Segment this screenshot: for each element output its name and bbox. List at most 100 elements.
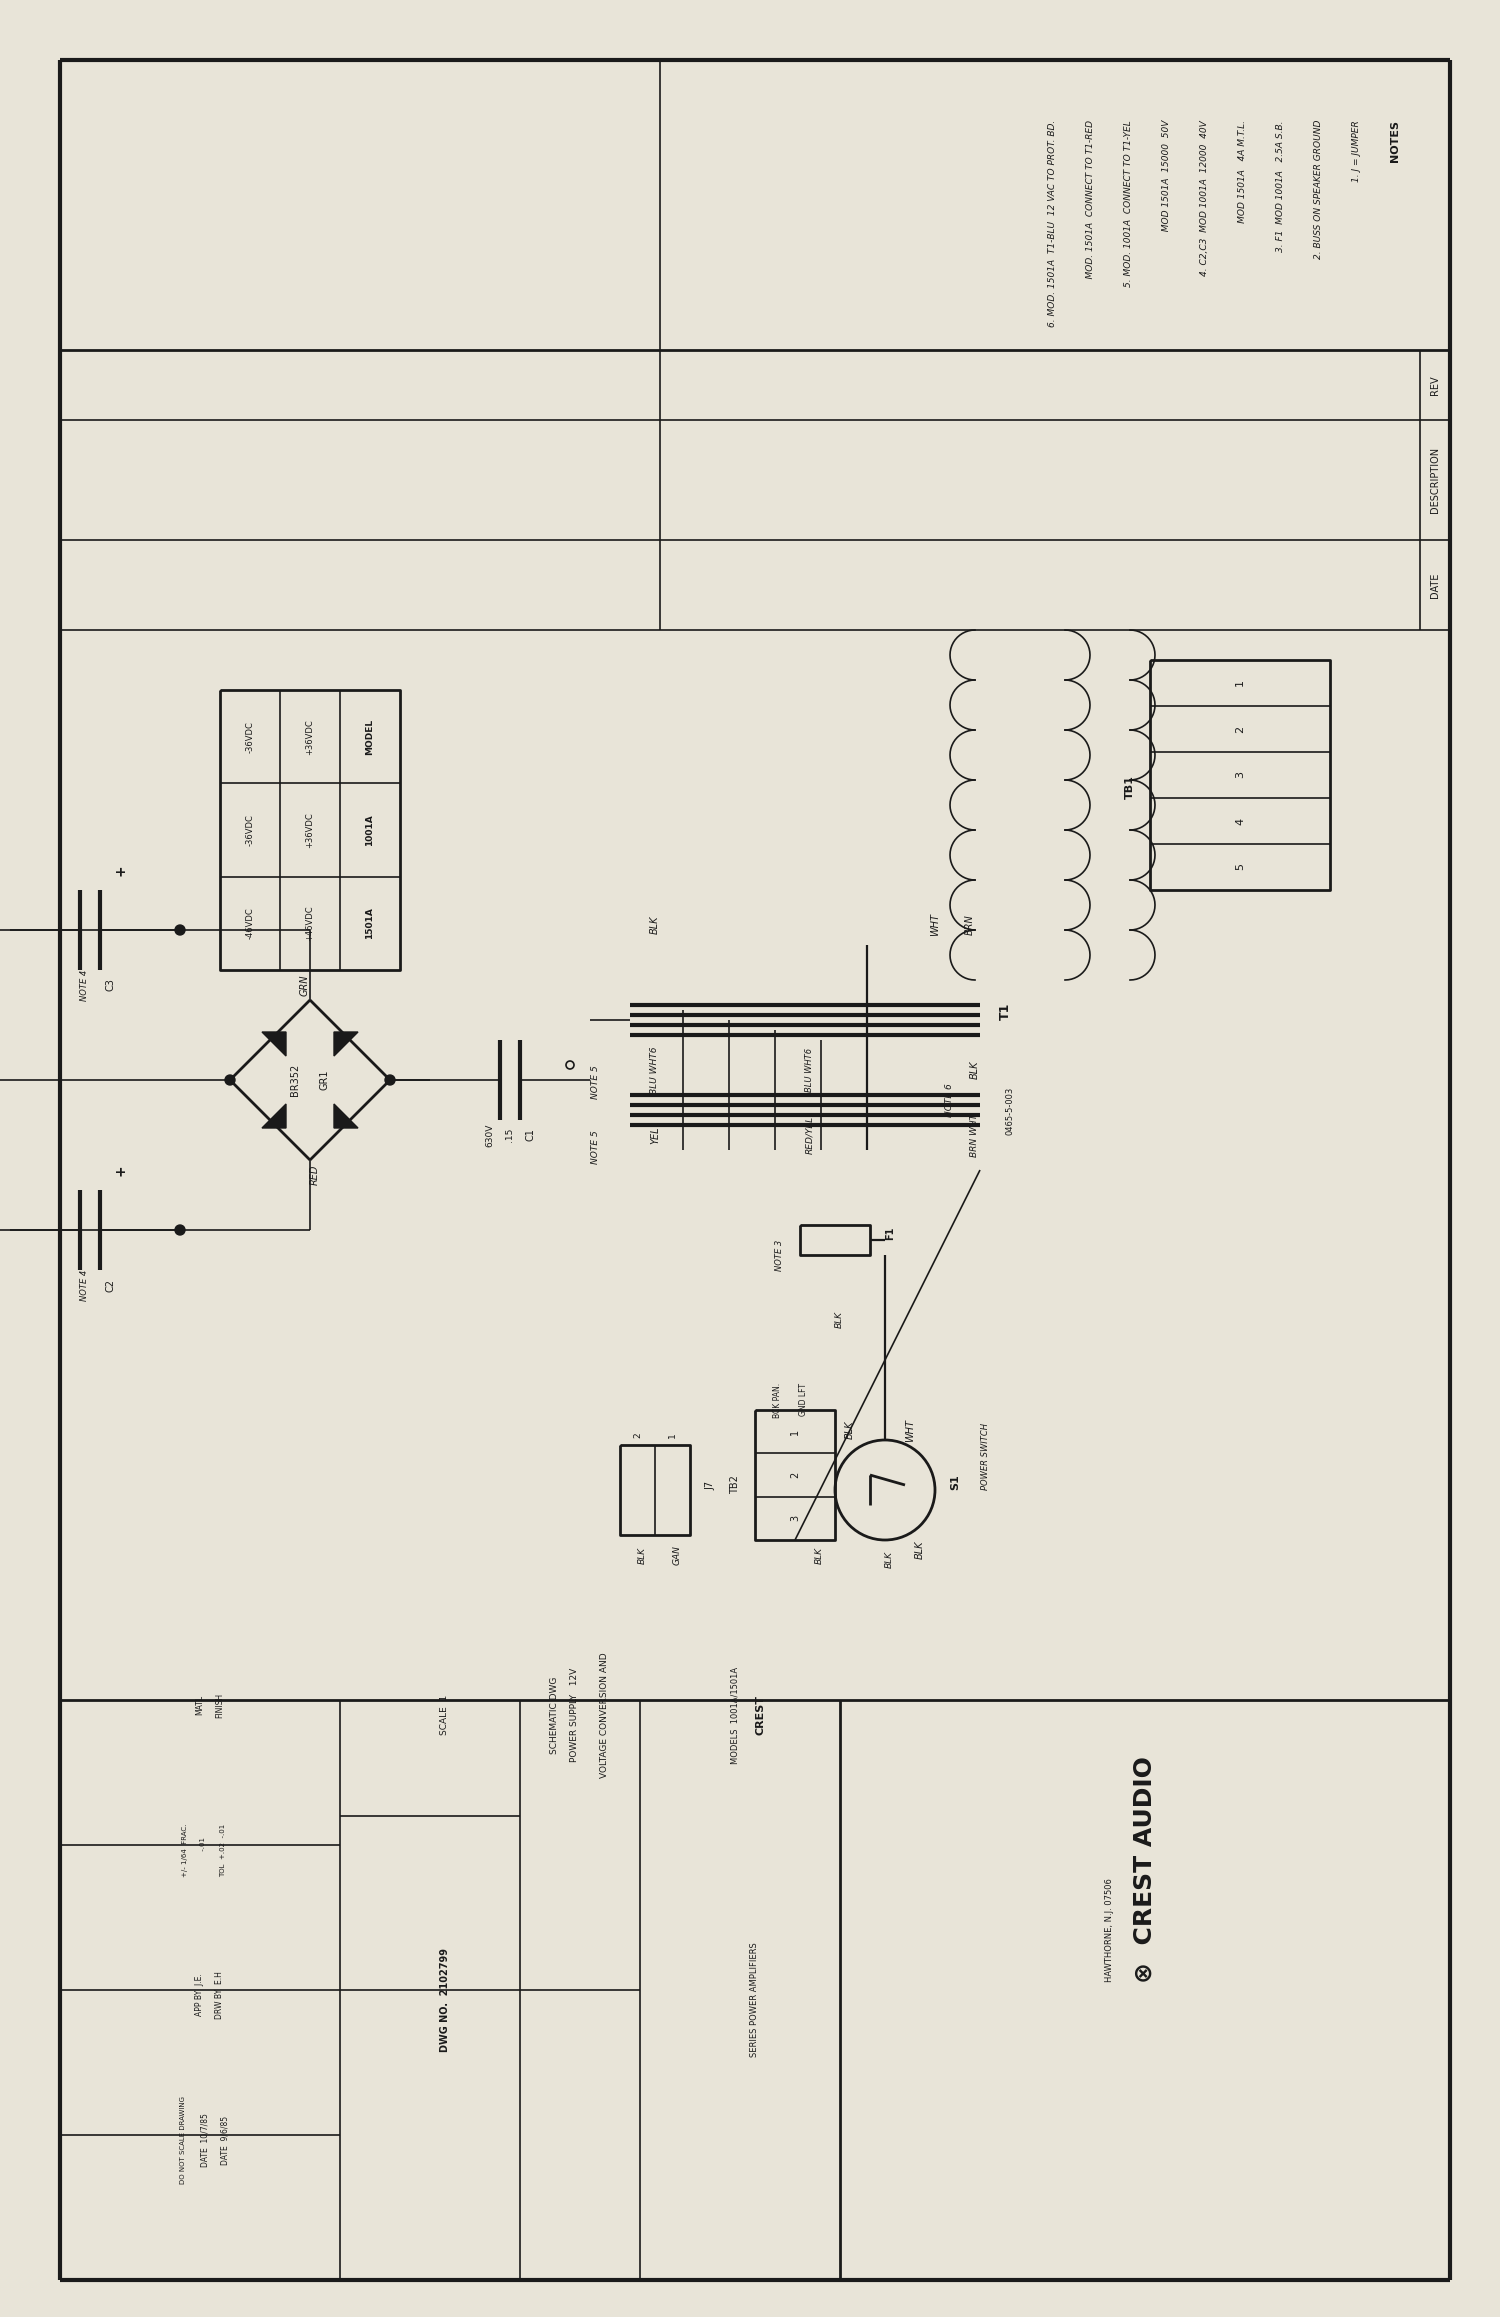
Text: 1001A: 1001A bbox=[366, 813, 375, 846]
Text: -46VDC: -46VDC bbox=[246, 908, 255, 938]
Text: BR352: BR352 bbox=[290, 1064, 300, 1096]
Text: BLK: BLK bbox=[836, 1311, 844, 1328]
Text: +/- 1/64  FRAC.: +/- 1/64 FRAC. bbox=[182, 1823, 188, 1877]
Text: 1: 1 bbox=[790, 1430, 800, 1434]
Text: MOD 1501A  15000  50V: MOD 1501A 15000 50V bbox=[1162, 120, 1172, 260]
Text: 2: 2 bbox=[1234, 725, 1245, 732]
Text: C2: C2 bbox=[105, 1279, 116, 1291]
Text: MATL: MATL bbox=[195, 1696, 204, 1715]
Text: MOD. 1501A  CONNECT TO T1-RED: MOD. 1501A CONNECT TO T1-RED bbox=[1086, 120, 1095, 290]
Text: GRN: GRN bbox=[300, 973, 310, 996]
Text: YEL: YEL bbox=[650, 1126, 660, 1145]
Text: DATE: DATE bbox=[1430, 572, 1440, 598]
Text: BLK: BLK bbox=[915, 1541, 926, 1559]
Text: 1501A: 1501A bbox=[366, 908, 375, 938]
Circle shape bbox=[176, 1226, 184, 1235]
Text: GR1: GR1 bbox=[320, 1070, 330, 1091]
Text: DATE  10/7/85: DATE 10/7/85 bbox=[200, 2113, 208, 2166]
Text: HAWTHORNE, N.J. 07506: HAWTHORNE, N.J. 07506 bbox=[1106, 1879, 1114, 1981]
Text: 3: 3 bbox=[1234, 772, 1245, 779]
Polygon shape bbox=[262, 1031, 286, 1057]
Text: NOTES: NOTES bbox=[1390, 120, 1400, 162]
Text: +46VDC: +46VDC bbox=[306, 906, 315, 941]
Text: 2. BUSS ON SPEAKER GROUND: 2. BUSS ON SPEAKER GROUND bbox=[1314, 120, 1323, 260]
Text: 2: 2 bbox=[790, 1471, 800, 1478]
Text: RED/YEL: RED/YEL bbox=[806, 1117, 814, 1154]
Text: BLK: BLK bbox=[650, 915, 660, 934]
Text: +: + bbox=[112, 864, 128, 876]
Text: MODELS  1001A/1501A: MODELS 1001A/1501A bbox=[730, 1666, 740, 1763]
Text: WHT: WHT bbox=[904, 1418, 915, 1441]
Text: T1: T1 bbox=[999, 1003, 1011, 1019]
Text: 3. F1  MOD 1001A   2.5A S.B.: 3. F1 MOD 1001A 2.5A S.B. bbox=[1276, 120, 1286, 253]
Text: BLK: BLK bbox=[885, 1552, 894, 1569]
Text: ⊗  CREST AUDIO: ⊗ CREST AUDIO bbox=[1132, 1756, 1156, 1983]
Text: 630V: 630V bbox=[484, 1124, 494, 1147]
Text: BLU WHT6: BLU WHT6 bbox=[650, 1047, 658, 1094]
Text: 0465-5-003: 0465-5-003 bbox=[1005, 1087, 1014, 1135]
Text: BRN WHT: BRN WHT bbox=[970, 1114, 980, 1156]
Text: NOTE 4: NOTE 4 bbox=[80, 1270, 88, 1300]
Text: +36VDC: +36VDC bbox=[306, 718, 315, 755]
Text: -36VDC: -36VDC bbox=[246, 813, 255, 846]
Text: NOTE 6: NOTE 6 bbox=[945, 1082, 954, 1117]
Text: +36VDC: +36VDC bbox=[306, 813, 315, 848]
Text: BLK: BLK bbox=[638, 1545, 646, 1564]
Text: 1: 1 bbox=[1234, 679, 1245, 686]
Text: BLK: BLK bbox=[815, 1545, 824, 1564]
Text: .15: .15 bbox=[506, 1128, 515, 1142]
Text: -: - bbox=[53, 1168, 68, 1172]
Text: MODEL: MODEL bbox=[366, 718, 375, 755]
Text: -.01: -.01 bbox=[200, 1837, 206, 1863]
Text: SERIES POWER AMPLIFIERS: SERIES POWER AMPLIFIERS bbox=[750, 1942, 759, 2057]
Text: MOD 1501A   4A M.T.L.: MOD 1501A 4A M.T.L. bbox=[1238, 120, 1246, 243]
Text: 1. J = JUMPER: 1. J = JUMPER bbox=[1352, 120, 1360, 181]
Text: BCK PAN.: BCK PAN. bbox=[772, 1383, 782, 1418]
Text: POWER SWITCH: POWER SWITCH bbox=[981, 1423, 990, 1490]
Text: TB2: TB2 bbox=[730, 1476, 740, 1494]
Text: 1: 1 bbox=[668, 1432, 676, 1439]
Text: 5. MOD. 1001A  CONNECT TO T1-YEL: 5. MOD. 1001A CONNECT TO T1-YEL bbox=[1124, 120, 1132, 287]
Polygon shape bbox=[334, 1103, 358, 1128]
Circle shape bbox=[225, 1075, 236, 1084]
Text: F1: F1 bbox=[885, 1226, 896, 1240]
Text: FINISH: FINISH bbox=[214, 1691, 223, 1717]
Text: BRN: BRN bbox=[964, 915, 975, 936]
Text: TB1: TB1 bbox=[1125, 774, 1136, 799]
Text: POWER SUPPLY   12V: POWER SUPPLY 12V bbox=[570, 1668, 579, 1763]
Text: TOL  +.02  -.01: TOL +.02 -.01 bbox=[220, 1823, 226, 1877]
Text: RED: RED bbox=[310, 1165, 320, 1186]
Text: REV: REV bbox=[1430, 375, 1440, 394]
Text: C3: C3 bbox=[105, 978, 116, 992]
Text: 4: 4 bbox=[1234, 818, 1245, 825]
Text: NOTE 5: NOTE 5 bbox=[591, 1131, 600, 1163]
Text: NOTE 3: NOTE 3 bbox=[776, 1240, 784, 1272]
Text: DO NOT SCALE DRAWING: DO NOT SCALE DRAWING bbox=[180, 2097, 186, 2185]
Text: 5: 5 bbox=[1234, 864, 1245, 871]
Text: CREST: CREST bbox=[754, 1696, 765, 1735]
Text: SCHEMATIC DWG: SCHEMATIC DWG bbox=[550, 1675, 560, 1754]
Text: -: - bbox=[53, 867, 68, 874]
Text: 6. MOD. 1501A  T1-BLU  12 VAC TO PROT. BD.: 6. MOD. 1501A T1-BLU 12 VAC TO PROT. BD. bbox=[1048, 120, 1058, 327]
Text: -36VDC: -36VDC bbox=[246, 721, 255, 753]
Text: VOLTAGE CONVERSION AND: VOLTAGE CONVERSION AND bbox=[600, 1652, 609, 1777]
Text: NOTE 5: NOTE 5 bbox=[591, 1066, 600, 1098]
Text: SCALE  1: SCALE 1 bbox=[440, 1694, 448, 1735]
Text: NOTE 4: NOTE 4 bbox=[80, 969, 88, 1001]
Text: BLK: BLK bbox=[844, 1420, 855, 1439]
Text: BLU WHT6: BLU WHT6 bbox=[806, 1047, 814, 1091]
Text: WHT: WHT bbox=[930, 913, 940, 936]
Text: J7: J7 bbox=[705, 1481, 716, 1490]
Text: 3: 3 bbox=[790, 1515, 800, 1520]
Circle shape bbox=[386, 1075, 394, 1084]
Text: DESCRIPTION: DESCRIPTION bbox=[1430, 447, 1440, 512]
Text: DWG NO.  2102799: DWG NO. 2102799 bbox=[440, 1949, 450, 2053]
Text: +: + bbox=[112, 1163, 128, 1175]
Text: APP BY  J.E.: APP BY J.E. bbox=[195, 1974, 204, 2016]
Text: GAN: GAN bbox=[672, 1545, 681, 1564]
Text: DATE  9/6/85: DATE 9/6/85 bbox=[220, 2115, 230, 2164]
Circle shape bbox=[176, 924, 184, 936]
Text: GND LFT: GND LFT bbox=[800, 1383, 808, 1416]
Polygon shape bbox=[334, 1031, 358, 1057]
Text: S1: S1 bbox=[950, 1474, 960, 1490]
